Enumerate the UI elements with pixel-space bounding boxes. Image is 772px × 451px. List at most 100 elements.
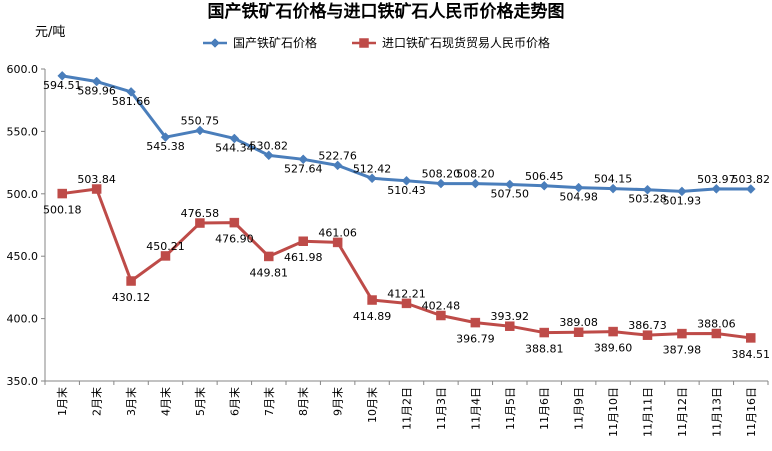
data-label: 389.60 bbox=[594, 342, 633, 355]
x-tick-label: 4月末 bbox=[159, 387, 173, 416]
data-point bbox=[677, 186, 687, 197]
data-label: 388.81 bbox=[525, 343, 564, 356]
data-point bbox=[711, 328, 722, 339]
data-point bbox=[264, 251, 274, 262]
data-point bbox=[573, 327, 584, 337]
data-label: 384.51 bbox=[732, 348, 771, 361]
x-tick-label: 11月3日 bbox=[435, 387, 448, 430]
data-point bbox=[436, 178, 446, 189]
chart-title: 国产铁矿石价格与进口铁矿石人民币价格走势图 bbox=[208, 1, 565, 22]
y-tick-label: 400.0 bbox=[7, 313, 39, 326]
legend-entry: 国产铁矿石价格 bbox=[233, 35, 317, 50]
data-label: 508.20 bbox=[456, 168, 495, 181]
data-point bbox=[470, 317, 481, 328]
data-point bbox=[505, 321, 515, 331]
data-label: 461.98 bbox=[284, 251, 323, 264]
x-tick-label: 11月5日 bbox=[504, 387, 517, 430]
data-label: 393.92 bbox=[491, 310, 530, 323]
x-tick-label: 11月4日 bbox=[469, 387, 482, 430]
data-point bbox=[91, 184, 102, 194]
data-point bbox=[229, 133, 240, 144]
data-point bbox=[195, 125, 205, 136]
data-point bbox=[160, 251, 171, 261]
data-label: 545.38 bbox=[146, 140, 185, 153]
data-point bbox=[504, 179, 515, 190]
legend-swatch-marker bbox=[359, 38, 369, 48]
data-label: 449.81 bbox=[250, 266, 289, 279]
data-point bbox=[436, 310, 446, 321]
data-label: 503.28 bbox=[628, 193, 667, 206]
data-point bbox=[126, 87, 136, 97]
plot-area bbox=[57, 70, 756, 343]
data-label: 589.96 bbox=[77, 85, 116, 98]
data-label: 414.89 bbox=[353, 310, 392, 323]
data-point bbox=[642, 330, 653, 340]
data-point bbox=[126, 276, 136, 286]
x-tick-label: 7月末 bbox=[262, 387, 276, 416]
y-tick-label: 350.0 bbox=[7, 375, 39, 388]
x-tick-label: 1月末 bbox=[55, 387, 69, 416]
data-point bbox=[298, 154, 309, 165]
y-tick-label: 450.0 bbox=[7, 250, 39, 263]
y-tick-label: 600.0 bbox=[7, 63, 39, 76]
x-tick-label: 10月末 bbox=[365, 387, 379, 423]
y-tick-label: 500.0 bbox=[7, 188, 39, 201]
data-label: 527.64 bbox=[284, 162, 323, 175]
legend-entry: 进口铁矿石现货贸易人民币价格 bbox=[382, 35, 550, 50]
data-point bbox=[642, 184, 653, 195]
data-point bbox=[367, 295, 377, 305]
x-tick-label: 3月末 bbox=[124, 387, 138, 416]
x-tick-label: 11月16日 bbox=[745, 387, 758, 437]
data-point bbox=[539, 327, 549, 338]
data-point bbox=[470, 178, 481, 189]
data-label: 506.45 bbox=[525, 170, 564, 183]
x-tick-label: 11月12日 bbox=[676, 387, 689, 437]
x-tick-label: 11月11日 bbox=[642, 387, 655, 437]
legend-swatch-marker bbox=[210, 38, 220, 48]
data-label: 387.98 bbox=[663, 344, 702, 357]
x-tick-label: 6月末 bbox=[227, 387, 241, 416]
data-point bbox=[298, 236, 308, 246]
data-label: 522.76 bbox=[318, 149, 357, 162]
data-point bbox=[91, 76, 102, 87]
data-label: 504.15 bbox=[594, 173, 633, 186]
data-label: 461.06 bbox=[318, 226, 357, 239]
data-label: 476.58 bbox=[181, 207, 220, 220]
legend: 国产铁矿石价格 进口铁矿石现货贸易人民币价格 bbox=[203, 35, 550, 50]
data-point bbox=[160, 132, 171, 143]
x-tick-label: 11月10日 bbox=[607, 387, 620, 437]
x-tick-label: 11月9日 bbox=[573, 387, 586, 430]
data-point bbox=[229, 217, 240, 228]
x-tick-label: 5月末 bbox=[193, 387, 207, 416]
data-point bbox=[745, 184, 756, 194]
data-point bbox=[195, 218, 205, 228]
data-label: 501.93 bbox=[663, 194, 702, 207]
x-tick-label: 11月13日 bbox=[710, 387, 723, 437]
y-axis-unit-label: 元/吨 bbox=[35, 25, 65, 40]
x-tick-label: 8月末 bbox=[296, 387, 310, 416]
data-point bbox=[677, 328, 687, 339]
data-label: 510.43 bbox=[387, 184, 426, 197]
x-tick-label: 11月2日 bbox=[401, 387, 414, 430]
data-label: 503.82 bbox=[732, 173, 771, 186]
data-label: 476.90 bbox=[215, 233, 254, 246]
data-label: 450.21 bbox=[146, 240, 185, 253]
data-label: 396.79 bbox=[456, 333, 495, 346]
data-point bbox=[573, 182, 584, 193]
data-label: 500.18 bbox=[43, 204, 82, 217]
data-label: 430.12 bbox=[112, 291, 151, 304]
data-label: 550.75 bbox=[181, 114, 220, 127]
data-point bbox=[711, 183, 722, 194]
data-label: 530.82 bbox=[250, 139, 289, 152]
y-tick-label: 550.0 bbox=[7, 125, 39, 138]
data-point bbox=[401, 298, 412, 309]
data-point bbox=[539, 180, 550, 191]
data-label: 388.06 bbox=[697, 318, 736, 331]
data-point bbox=[57, 70, 68, 81]
x-tick-label: 11月6日 bbox=[538, 387, 551, 430]
data-label: 508.20 bbox=[422, 168, 461, 181]
data-label: 594.51 bbox=[43, 79, 82, 92]
data-point bbox=[263, 150, 274, 161]
